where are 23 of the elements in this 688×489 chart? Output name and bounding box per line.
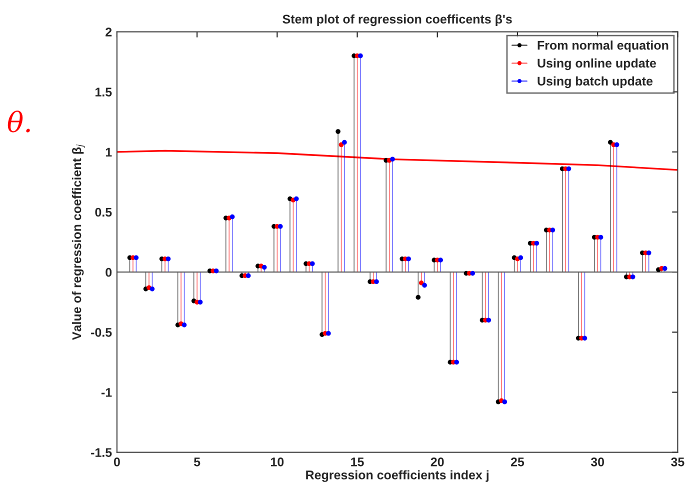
x-tick-label: 10 xyxy=(271,458,284,466)
y-axis-title: Value of regression coefficient β$_{j}$ xyxy=(72,144,85,340)
y-tick-label: -1.5 xyxy=(91,448,112,457)
y-tick-label: -1 xyxy=(101,388,112,397)
x-tick-label: 35 xyxy=(671,458,684,466)
x-tick-label: 20 xyxy=(430,458,444,466)
legend-label: Using online update xyxy=(538,58,656,70)
legend-label: From normal equation xyxy=(538,40,668,52)
y-tick-label: 1 xyxy=(106,148,112,156)
x-tick-label: 0 xyxy=(114,458,120,466)
text: θ. xyxy=(8,110,30,132)
x-axis-title: Regression coefficients index j xyxy=(306,470,488,482)
x-tick-label: 30 xyxy=(590,458,604,466)
chart-title: Stem plot of regression coefficents β's xyxy=(282,14,512,26)
x-tick-label: 5 xyxy=(194,458,200,466)
y-tick-label: -0.5 xyxy=(91,328,112,337)
legend-label: Using batch update xyxy=(538,76,653,88)
y-tick-label: 0 xyxy=(106,268,112,277)
x-tick-label: 25 xyxy=(510,458,524,466)
x-tick-label: 15 xyxy=(351,458,364,466)
y-tick-label: 0.5 xyxy=(95,208,112,217)
y-tick-label: 2 xyxy=(106,28,112,36)
y-tick-label: 1.5 xyxy=(96,88,112,97)
